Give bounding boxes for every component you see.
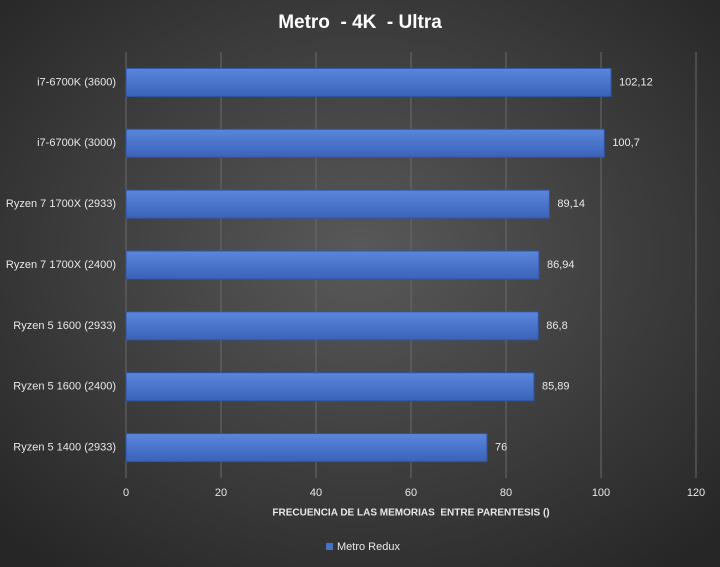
bar: [125, 67, 612, 97]
x-axis-title: FRECUENCIA DE LAS MEMORIAS ENTRE PARENTE…: [272, 508, 549, 519]
y-tick-label: i7-6700K (3600): [37, 76, 116, 88]
y-tick-label: Ryzen 5 1400 (2933): [13, 441, 116, 453]
value-label: 86,8: [546, 320, 567, 332]
bar: [125, 128, 605, 158]
x-tick-label: 120: [687, 487, 705, 499]
x-tick-label: 80: [500, 487, 512, 499]
x-tick-label: 100: [592, 487, 610, 499]
x-tick-label: 20: [215, 487, 227, 499]
y-tick-label: Ryzen 7 1700X (2933): [6, 198, 116, 210]
bar: [125, 189, 550, 219]
x-tick-label: 0: [123, 487, 129, 499]
value-label: 76: [495, 441, 507, 453]
value-label: 86,94: [547, 259, 575, 271]
value-label: 100,7: [612, 137, 640, 149]
bar: [125, 250, 540, 280]
value-label: 85,89: [542, 381, 570, 393]
y-tick-label: Ryzen 7 1700X (2400): [6, 259, 116, 271]
legend-swatch: [326, 543, 333, 550]
value-label: 102,12: [619, 76, 653, 88]
y-tick-label: i7-6700K (3000): [37, 137, 116, 149]
legend-label: Metro Redux: [337, 541, 400, 553]
value-label: 89,14: [557, 198, 585, 210]
bar: [125, 372, 535, 402]
x-tick-label: 60: [405, 487, 417, 499]
bar: [125, 311, 539, 341]
y-tick-label: Ryzen 5 1600 (2400): [13, 381, 116, 393]
bar: [125, 433, 488, 463]
y-tick-label: Ryzen 5 1600 (2933): [13, 320, 116, 332]
chart-title: Metro - 4K - Ultra: [278, 12, 442, 33]
x-tick-label: 40: [310, 487, 322, 499]
